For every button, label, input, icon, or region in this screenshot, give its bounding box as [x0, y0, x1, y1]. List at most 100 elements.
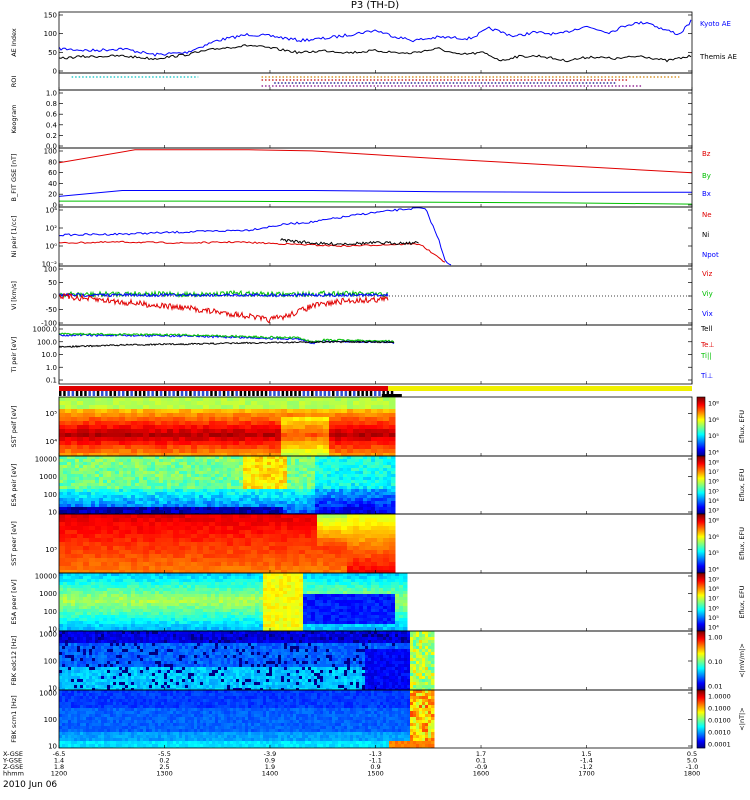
ytick-label-bfit: 100	[44, 148, 57, 156]
ytick-label-ti: 0.1	[46, 377, 57, 385]
xaxis-row-label-x-gse: X-GSE	[3, 750, 23, 758]
themis-ae-line	[59, 44, 692, 63]
status-bar-tick	[185, 391, 188, 396]
colorbar-tick-esa1: 10⁷	[708, 468, 719, 476]
xtick-label-hhmm: 1300	[156, 770, 173, 778]
xtick-label-x-gse: 1.7	[476, 750, 486, 758]
xtick-label-hhmm: 1400	[262, 770, 279, 778]
panel-frame-keogram	[58, 89, 693, 149]
ytick-label-vi: 50	[48, 279, 57, 287]
status-bar-marker	[381, 394, 402, 397]
ytick-label-esa1: 1000	[39, 473, 57, 481]
xtick-label-y-gse: 0.2	[159, 757, 169, 765]
ytick-label-vi: -100	[41, 320, 57, 328]
spectrogram-fbk2	[59, 690, 435, 748]
xtick-label-x-gse: -1.3	[369, 750, 382, 758]
colorbar-tick-fbk2: 0.0010	[708, 729, 731, 737]
xtick-label-z-gse: -1.0	[686, 763, 699, 771]
legend-bz: Bz	[702, 150, 711, 158]
ytick-label-bfit: 40	[48, 180, 57, 188]
status-bar-tick	[59, 391, 62, 396]
ytick-label-ti: 1000.0	[33, 326, 58, 334]
status-bar-tick	[88, 391, 91, 396]
legend-ne: Ne	[702, 211, 712, 219]
colorbar-esa1	[697, 456, 705, 515]
ytick-label-sst1: 10⁴	[45, 438, 57, 446]
status-bar-tick	[164, 391, 167, 396]
spectrogram-sst2	[59, 514, 396, 573]
xtick-label-y-gse: -1.4	[580, 757, 593, 765]
status-bar-tick	[332, 391, 335, 396]
status-bar-tick	[101, 391, 104, 396]
status-bar-tick	[327, 391, 331, 396]
colorbar-label-fbk1: <|mV/m|>	[738, 643, 746, 678]
ytick-label-esa1: 10	[48, 509, 57, 517]
status-bar-tick	[180, 391, 184, 396]
colorbar-tick-esa2: 10⁵	[708, 614, 719, 622]
status-bar-tick	[365, 391, 369, 396]
status-bar-tick	[218, 391, 222, 396]
status-bar-tick	[273, 391, 276, 396]
bfit-line-bx	[59, 190, 692, 197]
status-bar-tick	[336, 391, 339, 396]
ylabel-sst2: SST peer [eV]	[10, 521, 18, 566]
legend-themis-ae: Themis AE	[699, 53, 737, 61]
xtick-label-x-gse: -5.5	[158, 750, 171, 758]
chart-title: P3 (TH-D)	[350, 0, 400, 11]
colorbar-tick-sst2: 10⁴	[708, 566, 719, 574]
status-bar-tick	[122, 391, 125, 396]
ytick-label-fbk1: 1000	[39, 631, 57, 639]
status-bar-tick	[348, 391, 352, 396]
status-bar-tick	[143, 391, 146, 396]
ytick-label-ni: 10⁰	[45, 243, 57, 251]
status-bar-tick	[134, 391, 138, 396]
status-bar-tick	[92, 391, 96, 396]
xtick-label-hhmm: 1700	[578, 770, 595, 778]
status-bar-tick	[340, 391, 343, 396]
status-bar-tick	[172, 391, 175, 396]
ylabel-ae: AE Index	[10, 28, 18, 57]
legend-tell: Tell	[700, 325, 712, 333]
status-bar-tick	[80, 391, 83, 396]
xtick-label-x-gse: 0.5	[687, 750, 697, 758]
status-bar-tick	[306, 391, 310, 396]
status-bar-tick	[277, 391, 280, 396]
xtick-label-hhmm: 1500	[367, 770, 384, 778]
status-bar-tick	[210, 391, 213, 396]
legend-npot: Npot	[702, 251, 719, 259]
status-bar-tick	[84, 391, 87, 396]
legend-viy: Viy	[702, 290, 713, 298]
xtick-label-z-gse: 0.9	[370, 763, 380, 771]
status-bar-tick	[176, 391, 180, 396]
panel-frame-ni	[58, 206, 693, 267]
status-bar-tick	[235, 391, 238, 396]
xtick-label-z-gse: 2.5	[159, 763, 169, 771]
colorbar-label-sst2: Eflux, EFU	[738, 527, 746, 560]
date-label: 2010 Jun 06	[3, 780, 58, 790]
spectrogram-sst1	[59, 397, 396, 456]
colorbar-label-sst1: Eflux, EFU	[738, 410, 746, 443]
panel-frame-bfit	[58, 147, 693, 208]
colorbar-tick-esa2: 10⁴	[708, 624, 719, 632]
colorbar-tick-fbk2: 1.0000	[708, 693, 731, 701]
status-bar-tick	[302, 391, 306, 396]
ytick-label-esa2: 10000	[35, 573, 57, 581]
colorbar-tick-esa2: 10⁷	[708, 595, 719, 603]
panel-frame-ae	[58, 11, 693, 74]
status-bar-tick	[361, 391, 364, 396]
ni-line	[280, 237, 419, 246]
ytick-label-esa2: 1000	[39, 590, 57, 598]
status-bar-tick	[75, 391, 79, 396]
status-bar-tick	[243, 391, 247, 396]
xaxis-row-label-z-gse: Z-GSE	[3, 763, 23, 771]
status-bar-tick	[239, 391, 243, 396]
xtick-label-y-gse: -1.1	[369, 757, 382, 765]
colorbar-tick-esa2: 10⁹	[708, 576, 719, 584]
ytick-label-ni: 10²	[45, 225, 57, 233]
status-bar-tick	[294, 391, 297, 396]
xtick-label-hhmm: 1800	[684, 770, 701, 778]
status-bar-tick	[260, 391, 264, 396]
status-bar-tick	[197, 391, 201, 396]
status-bar-tick	[113, 391, 117, 396]
colorbar-tick-fbk2: 0.0100	[708, 717, 731, 725]
